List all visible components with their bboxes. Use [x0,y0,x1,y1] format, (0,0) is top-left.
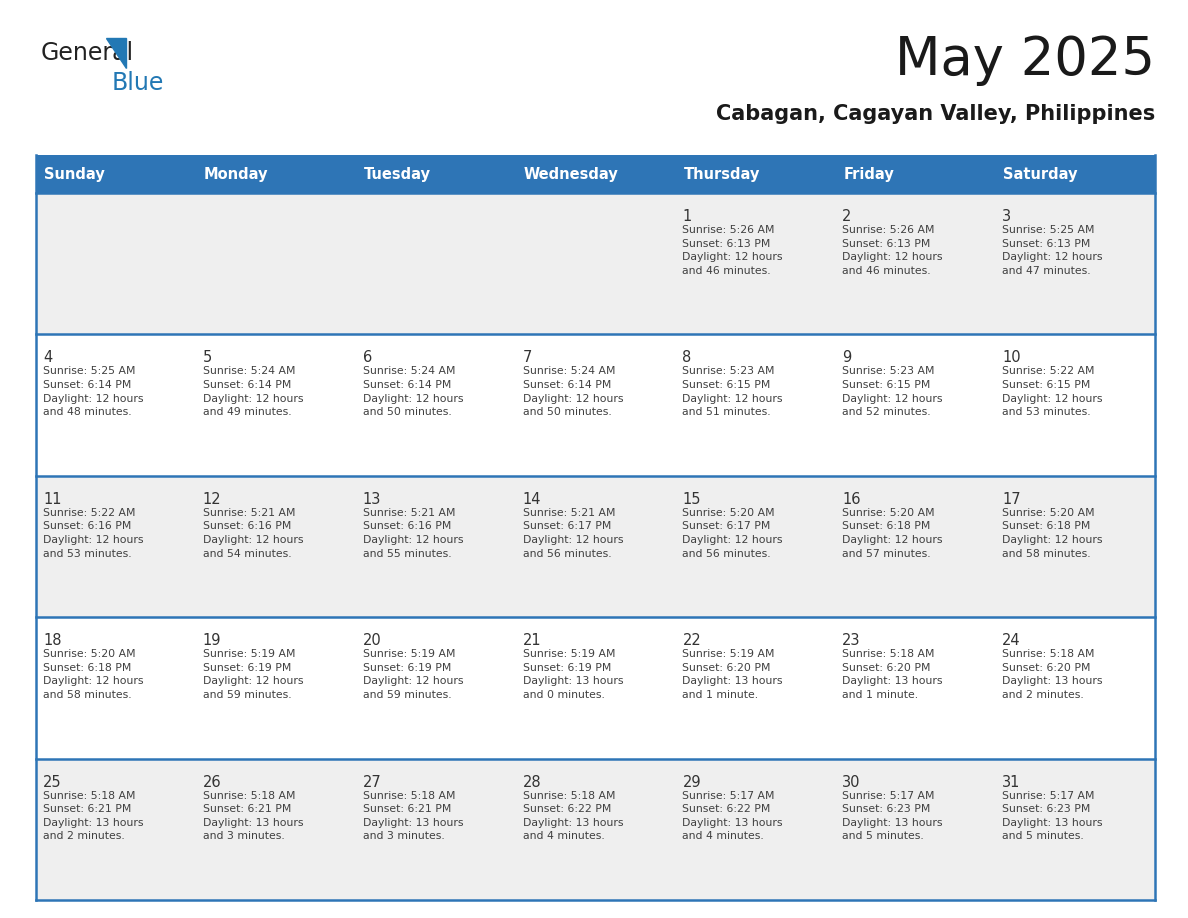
Text: Cabagan, Cagayan Valley, Philippines: Cabagan, Cagayan Valley, Philippines [715,104,1155,124]
Text: Tuesday: Tuesday [364,166,431,182]
Text: Sunrise: 5:17 AM
Sunset: 6:23 PM
Daylight: 13 hours
and 5 minutes.: Sunrise: 5:17 AM Sunset: 6:23 PM Dayligh… [842,790,943,842]
Text: 9: 9 [842,351,852,365]
Text: 24: 24 [1003,633,1020,648]
Text: 11: 11 [43,492,62,507]
Text: Sunrise: 5:20 AM
Sunset: 6:18 PM
Daylight: 12 hours
and 57 minutes.: Sunrise: 5:20 AM Sunset: 6:18 PM Dayligh… [842,508,943,558]
Text: Sunday: Sunday [44,166,105,182]
Text: Sunrise: 5:20 AM
Sunset: 6:17 PM
Daylight: 12 hours
and 56 minutes.: Sunrise: 5:20 AM Sunset: 6:17 PM Dayligh… [682,508,783,558]
Text: 21: 21 [523,633,542,648]
Text: 4: 4 [43,351,52,365]
Text: Sunrise: 5:26 AM
Sunset: 6:13 PM
Daylight: 12 hours
and 46 minutes.: Sunrise: 5:26 AM Sunset: 6:13 PM Dayligh… [842,225,943,275]
Text: 6: 6 [362,351,372,365]
Text: Sunrise: 5:21 AM
Sunset: 6:16 PM
Daylight: 12 hours
and 54 minutes.: Sunrise: 5:21 AM Sunset: 6:16 PM Dayligh… [203,508,303,558]
Bar [36,334,1155,476]
Text: Sunrise: 5:18 AM
Sunset: 6:21 PM
Daylight: 13 hours
and 3 minutes.: Sunrise: 5:18 AM Sunset: 6:21 PM Dayligh… [362,790,463,842]
Text: Sunrise: 5:18 AM
Sunset: 6:20 PM
Daylight: 13 hours
and 1 minute.: Sunrise: 5:18 AM Sunset: 6:20 PM Dayligh… [842,649,943,700]
Text: 22: 22 [682,633,701,648]
Text: 2: 2 [842,209,852,224]
Polygon shape [106,38,126,68]
Text: Sunrise: 5:25 AM
Sunset: 6:13 PM
Daylight: 12 hours
and 47 minutes.: Sunrise: 5:25 AM Sunset: 6:13 PM Dayligh… [1003,225,1102,275]
Text: Saturday: Saturday [1003,166,1078,182]
Text: Sunrise: 5:20 AM
Sunset: 6:18 PM
Daylight: 12 hours
and 58 minutes.: Sunrise: 5:20 AM Sunset: 6:18 PM Dayligh… [43,649,144,700]
Text: Sunrise: 5:21 AM
Sunset: 6:16 PM
Daylight: 12 hours
and 55 minutes.: Sunrise: 5:21 AM Sunset: 6:16 PM Dayligh… [362,508,463,558]
Text: Sunrise: 5:26 AM
Sunset: 6:13 PM
Daylight: 12 hours
and 46 minutes.: Sunrise: 5:26 AM Sunset: 6:13 PM Dayligh… [682,225,783,275]
Text: May 2025: May 2025 [895,34,1155,86]
Text: 14: 14 [523,492,541,507]
Text: Sunrise: 5:17 AM
Sunset: 6:23 PM
Daylight: 13 hours
and 5 minutes.: Sunrise: 5:17 AM Sunset: 6:23 PM Dayligh… [1003,790,1102,842]
Text: Sunrise: 5:23 AM
Sunset: 6:15 PM
Daylight: 12 hours
and 51 minutes.: Sunrise: 5:23 AM Sunset: 6:15 PM Dayligh… [682,366,783,417]
Text: Sunrise: 5:19 AM
Sunset: 6:19 PM
Daylight: 12 hours
and 59 minutes.: Sunrise: 5:19 AM Sunset: 6:19 PM Dayligh… [362,649,463,700]
Text: 23: 23 [842,633,861,648]
Bar [36,193,1155,334]
Text: Sunrise: 5:18 AM
Sunset: 6:20 PM
Daylight: 13 hours
and 2 minutes.: Sunrise: 5:18 AM Sunset: 6:20 PM Dayligh… [1003,649,1102,700]
Text: 29: 29 [682,775,701,789]
Text: Sunrise: 5:24 AM
Sunset: 6:14 PM
Daylight: 12 hours
and 50 minutes.: Sunrise: 5:24 AM Sunset: 6:14 PM Dayligh… [523,366,623,417]
Text: Sunrise: 5:19 AM
Sunset: 6:19 PM
Daylight: 13 hours
and 0 minutes.: Sunrise: 5:19 AM Sunset: 6:19 PM Dayligh… [523,649,623,700]
Text: Sunrise: 5:19 AM
Sunset: 6:19 PM
Daylight: 12 hours
and 59 minutes.: Sunrise: 5:19 AM Sunset: 6:19 PM Dayligh… [203,649,303,700]
Text: General: General [42,41,134,65]
Text: 30: 30 [842,775,861,789]
Text: 7: 7 [523,351,532,365]
Text: 17: 17 [1003,492,1020,507]
Text: Thursday: Thursday [683,166,760,182]
Text: Sunrise: 5:17 AM
Sunset: 6:22 PM
Daylight: 13 hours
and 4 minutes.: Sunrise: 5:17 AM Sunset: 6:22 PM Dayligh… [682,790,783,842]
Bar [36,476,1155,617]
Text: 16: 16 [842,492,861,507]
Text: 8: 8 [682,351,691,365]
Text: 20: 20 [362,633,381,648]
Text: Sunrise: 5:19 AM
Sunset: 6:20 PM
Daylight: 13 hours
and 1 minute.: Sunrise: 5:19 AM Sunset: 6:20 PM Dayligh… [682,649,783,700]
Text: 5: 5 [203,351,213,365]
Text: Sunrise: 5:23 AM
Sunset: 6:15 PM
Daylight: 12 hours
and 52 minutes.: Sunrise: 5:23 AM Sunset: 6:15 PM Dayligh… [842,366,943,417]
Text: Monday: Monday [204,166,268,182]
Text: Sunrise: 5:22 AM
Sunset: 6:16 PM
Daylight: 12 hours
and 53 minutes.: Sunrise: 5:22 AM Sunset: 6:16 PM Dayligh… [43,508,144,558]
Text: 28: 28 [523,775,542,789]
Bar [36,758,1155,900]
Text: 27: 27 [362,775,381,789]
Text: Blue: Blue [112,71,164,95]
Text: 31: 31 [1003,775,1020,789]
Text: Sunrise: 5:18 AM
Sunset: 6:22 PM
Daylight: 13 hours
and 4 minutes.: Sunrise: 5:18 AM Sunset: 6:22 PM Dayligh… [523,790,623,842]
Text: 19: 19 [203,633,221,648]
Text: Wednesday: Wednesday [524,166,618,182]
Text: 25: 25 [43,775,62,789]
Text: 12: 12 [203,492,221,507]
Text: 1: 1 [682,209,691,224]
Bar [36,155,1155,193]
Text: Sunrise: 5:24 AM
Sunset: 6:14 PM
Daylight: 12 hours
and 49 minutes.: Sunrise: 5:24 AM Sunset: 6:14 PM Dayligh… [203,366,303,417]
Text: Sunrise: 5:24 AM
Sunset: 6:14 PM
Daylight: 12 hours
and 50 minutes.: Sunrise: 5:24 AM Sunset: 6:14 PM Dayligh… [362,366,463,417]
Text: Sunrise: 5:25 AM
Sunset: 6:14 PM
Daylight: 12 hours
and 48 minutes.: Sunrise: 5:25 AM Sunset: 6:14 PM Dayligh… [43,366,144,417]
Text: Sunrise: 5:20 AM
Sunset: 6:18 PM
Daylight: 12 hours
and 58 minutes.: Sunrise: 5:20 AM Sunset: 6:18 PM Dayligh… [1003,508,1102,558]
Text: Sunrise: 5:22 AM
Sunset: 6:15 PM
Daylight: 12 hours
and 53 minutes.: Sunrise: 5:22 AM Sunset: 6:15 PM Dayligh… [1003,366,1102,417]
Text: Sunrise: 5:18 AM
Sunset: 6:21 PM
Daylight: 13 hours
and 2 minutes.: Sunrise: 5:18 AM Sunset: 6:21 PM Dayligh… [43,790,144,842]
Text: Friday: Friday [843,166,895,182]
Text: 18: 18 [43,633,62,648]
Text: 13: 13 [362,492,381,507]
Bar [36,617,1155,758]
Text: 15: 15 [682,492,701,507]
Text: 10: 10 [1003,351,1020,365]
Text: 3: 3 [1003,209,1011,224]
Text: Sunrise: 5:18 AM
Sunset: 6:21 PM
Daylight: 13 hours
and 3 minutes.: Sunrise: 5:18 AM Sunset: 6:21 PM Dayligh… [203,790,303,842]
Text: 26: 26 [203,775,221,789]
Text: Sunrise: 5:21 AM
Sunset: 6:17 PM
Daylight: 12 hours
and 56 minutes.: Sunrise: 5:21 AM Sunset: 6:17 PM Dayligh… [523,508,623,558]
